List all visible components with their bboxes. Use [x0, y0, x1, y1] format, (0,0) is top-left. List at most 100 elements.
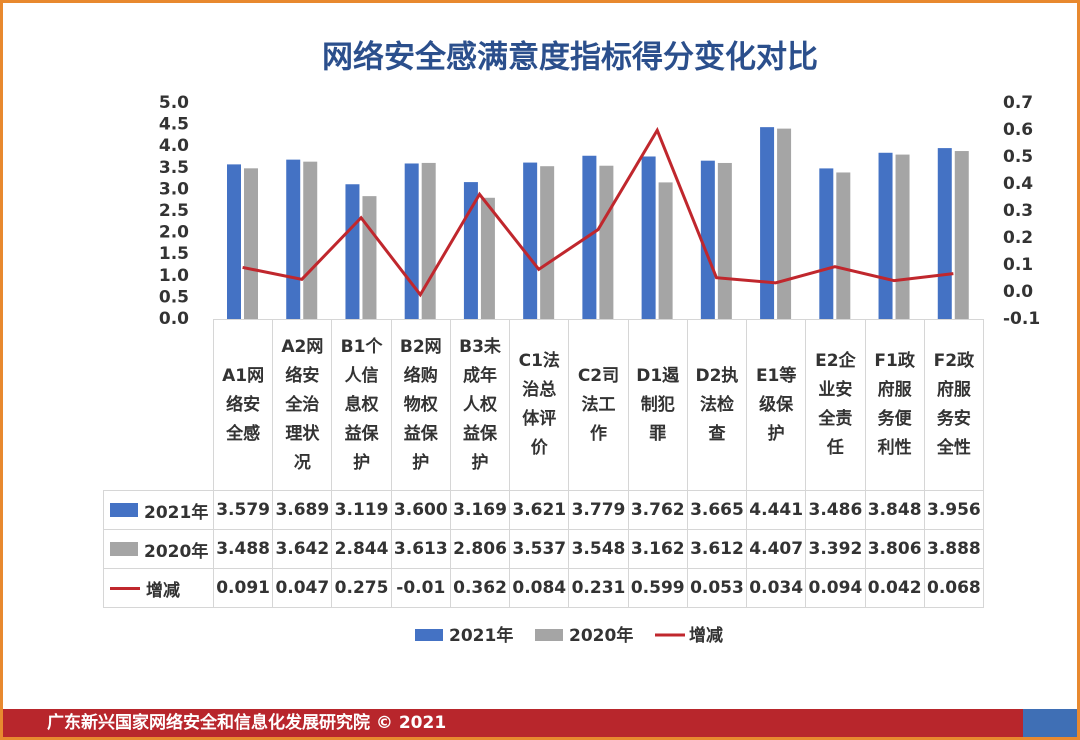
category-label: F2政府服务安全性	[923, 319, 984, 491]
y2-tick-label: 0.3	[1003, 201, 1033, 221]
category-label: C1法治总体评价	[509, 319, 570, 491]
table-cell: 0.084	[509, 568, 570, 608]
bar	[836, 172, 851, 319]
y-tick-label: 1.0	[159, 266, 189, 286]
bar	[599, 165, 614, 319]
bar	[540, 166, 555, 319]
table-cell: 3.779	[568, 490, 629, 530]
table-cell: 4.407	[746, 529, 807, 569]
table-cell: 4.441	[746, 490, 807, 530]
y-tick-label: 4.0	[159, 136, 189, 156]
bar	[760, 127, 775, 319]
table-cell: 3.762	[627, 490, 688, 530]
bar	[641, 156, 656, 319]
table-cell: 0.362	[449, 568, 511, 608]
y2-tick-label: 0.2	[1003, 228, 1033, 248]
y-tick-label: 1.5	[159, 244, 189, 264]
table-cell: 3.392	[805, 529, 866, 569]
table-cell: 0.034	[746, 568, 807, 608]
legend-swatch	[110, 586, 140, 590]
table-cell: 0.068	[923, 568, 984, 608]
table-cell: 2.806	[449, 529, 511, 569]
y-tick-label: 3.0	[159, 179, 189, 199]
table-row-header: 增减	[103, 568, 214, 608]
bar	[404, 163, 419, 319]
table-row-name: 2021年	[144, 502, 209, 523]
y2-tick-label: 0.7	[1003, 93, 1033, 113]
bar	[582, 155, 597, 319]
category-label: F1政府服务便利性	[864, 319, 925, 491]
bar	[227, 164, 241, 319]
footer: 广东新兴国家网络安全和信息化发展研究院 © 2021	[3, 709, 1023, 737]
bar	[819, 168, 834, 319]
bar	[244, 168, 258, 319]
table-cell: 3.848	[864, 490, 925, 530]
table-cell: 0.275	[331, 568, 392, 608]
bar	[937, 148, 952, 319]
y-tick-label: 0.5	[159, 287, 189, 307]
category-label: B3未成年人权益保护	[449, 319, 511, 491]
y-tick-label: 0.0	[159, 309, 189, 329]
bar	[895, 154, 910, 319]
table-cell: 3.600	[390, 490, 451, 530]
category-label: B1个人信息权益保护	[331, 319, 392, 491]
legend-swatch	[110, 503, 138, 517]
footer-box	[1023, 709, 1077, 737]
legend-label: 增减	[689, 625, 723, 646]
category-label: D1遏制犯罪	[627, 319, 688, 491]
table-cell: 3.579	[213, 490, 274, 530]
category-label: E1等级保护	[746, 319, 807, 491]
bar	[523, 162, 538, 319]
table-cell: 0.094	[805, 568, 866, 608]
table-cell: 3.689	[272, 490, 333, 530]
category-label: A2网络安全治理状况	[272, 319, 333, 491]
table-cell: 3.548	[568, 529, 629, 569]
table-cell: 3.956	[923, 490, 984, 530]
table-cell: -0.01	[390, 568, 451, 608]
chart-title: 网络安全感满意度指标得分变化对比	[322, 40, 818, 76]
bar	[658, 182, 673, 319]
table-cell: 3.665	[686, 490, 748, 530]
y-tick-label: 5.0	[159, 93, 189, 113]
bar	[700, 160, 715, 319]
table-cell: 3.613	[390, 529, 451, 569]
bar	[954, 151, 969, 319]
table-cell: 3.806	[864, 529, 925, 569]
bar	[717, 162, 732, 319]
table-cell: 3.537	[509, 529, 570, 569]
y2-tick-label: 0.6	[1003, 120, 1033, 140]
table-cell: 3.486	[805, 490, 866, 530]
table-cell: 3.621	[509, 490, 570, 530]
legend-swatch	[415, 629, 443, 641]
table-cell: 0.231	[568, 568, 629, 608]
legend-swatch	[110, 542, 138, 556]
table-cell: 3.612	[686, 529, 748, 569]
legend-label: 2020年	[569, 625, 633, 646]
category-label: E2企业安全责任	[805, 319, 866, 491]
bar	[303, 161, 318, 319]
table-row-header: 2021年	[103, 490, 214, 530]
bar	[286, 159, 301, 319]
legend-label: 2021年	[449, 625, 513, 646]
bar	[345, 184, 360, 319]
table-row-name: 2020年	[144, 541, 209, 562]
legend-swatch	[535, 629, 563, 641]
y-tick-label: 4.5	[159, 115, 189, 135]
category-label: C2司法工作	[568, 319, 629, 491]
category-label: A1网络安全感	[213, 319, 274, 491]
category-label: B2网络购物权益保护	[390, 319, 451, 491]
y-tick-label: 3.5	[159, 158, 189, 178]
table-cell: 2.844	[331, 529, 392, 569]
table-cell: 3.488	[213, 529, 274, 569]
table-cell: 0.599	[627, 568, 688, 608]
line	[242, 126, 954, 298]
table-cell: 3.169	[449, 490, 511, 530]
bar	[878, 152, 893, 319]
category-label: D2执法检查	[686, 319, 748, 491]
y2-tick-label: 0.5	[1003, 147, 1033, 167]
y2-tick-label: 0.1	[1003, 255, 1033, 275]
table-cell: 0.047	[272, 568, 333, 608]
y2-tick-label: 0.0	[1003, 282, 1033, 302]
y2-tick-label: 0.4	[1003, 174, 1033, 194]
